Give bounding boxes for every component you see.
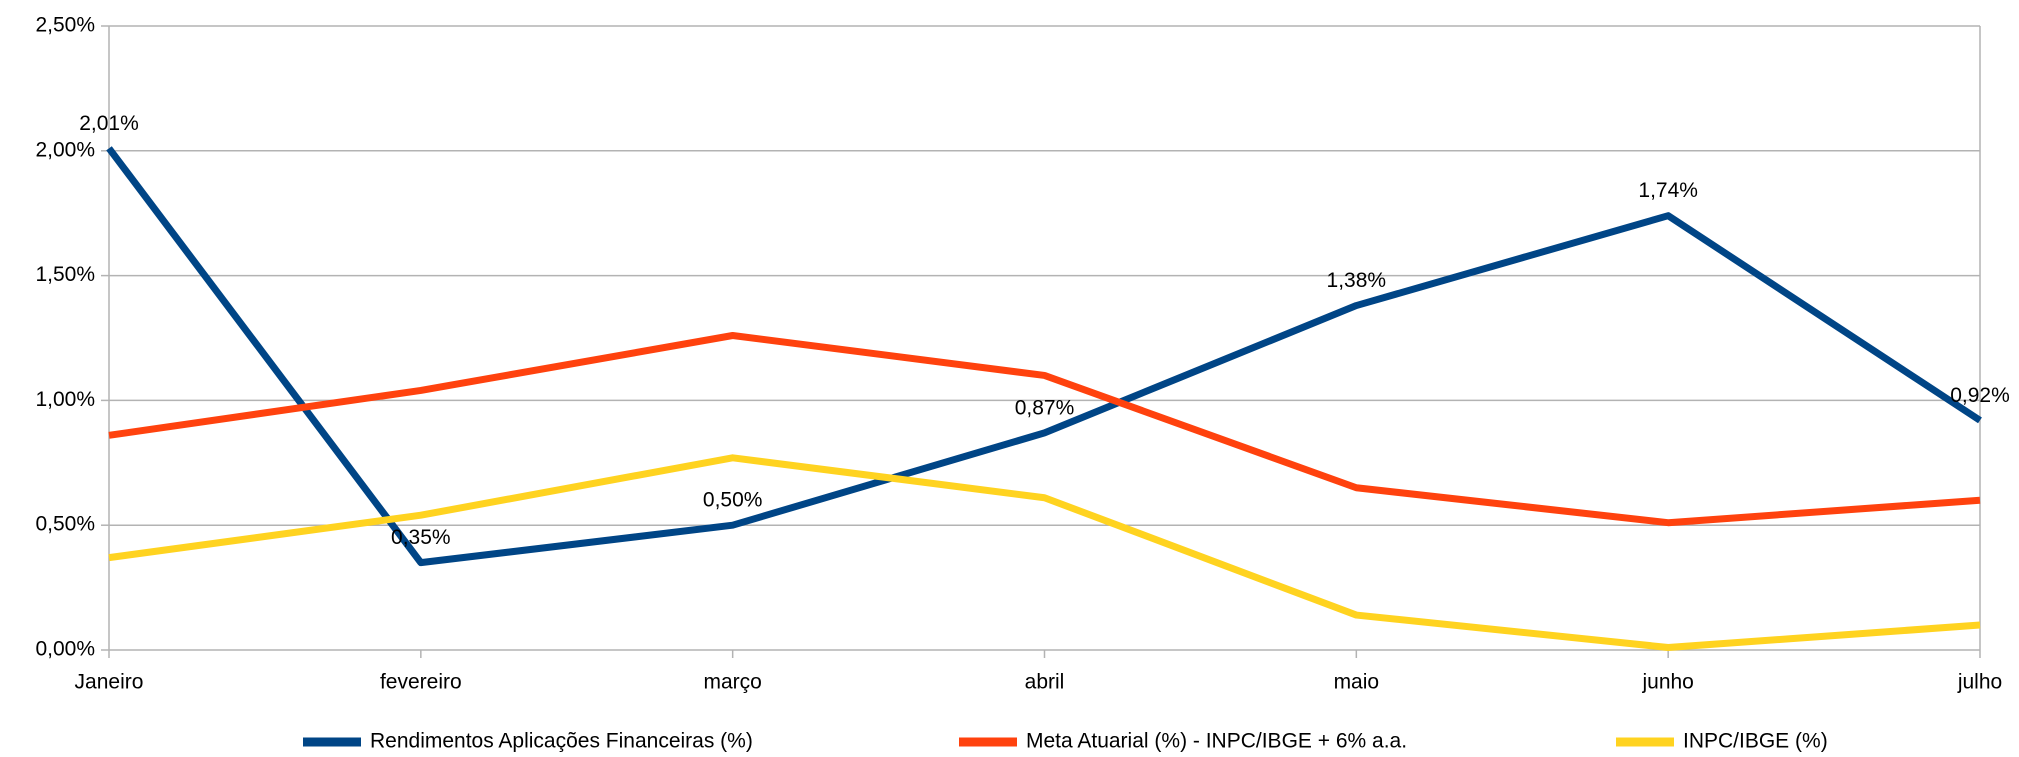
data-label: 0,50% xyxy=(703,489,763,512)
y-tick-label: 0,00% xyxy=(35,638,95,661)
legend-label: Rendimentos Aplicações Financeiras (%) xyxy=(370,730,753,753)
series-line xyxy=(106,146,1982,567)
y-tick-label: 1,50% xyxy=(35,263,95,286)
legend-label: INPC/IBGE (%) xyxy=(1683,730,1828,753)
x-tick-label: maio xyxy=(1334,671,1380,694)
x-tick-label: julho xyxy=(1957,671,2002,694)
x-tick-label: abril xyxy=(1025,671,1065,694)
x-tick-label: fevereiro xyxy=(380,671,462,694)
y-tick-label: 0,50% xyxy=(35,513,95,536)
x-tick-label: março xyxy=(703,671,761,694)
x-tick-label: junho xyxy=(1641,671,1693,694)
y-tick-label: 2,50% xyxy=(35,14,95,37)
series-line xyxy=(108,332,1981,527)
data-label: 0,87% xyxy=(1015,396,1075,419)
data-label: 2,01% xyxy=(79,112,139,135)
series-line xyxy=(108,454,1981,652)
data-label: 1,38% xyxy=(1327,269,1387,292)
y-tick-label: 1,00% xyxy=(35,388,95,411)
data-label: 0,92% xyxy=(1950,384,2010,407)
data-label: 1,74% xyxy=(1638,179,1698,202)
x-tick-label: Janeiro xyxy=(75,671,144,694)
y-tick-label: 2,00% xyxy=(35,138,95,161)
data-label: 0,35% xyxy=(391,526,451,549)
legend-label: Meta Atuarial (%) - INPC/IBGE + 6% a.a. xyxy=(1026,730,1407,753)
